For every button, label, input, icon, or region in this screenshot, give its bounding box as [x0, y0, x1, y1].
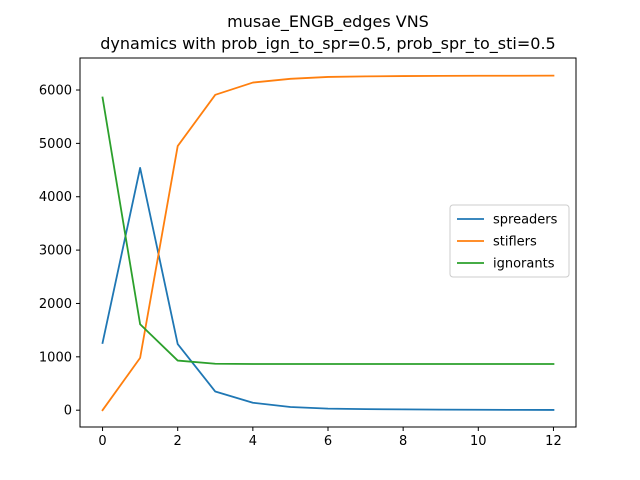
y-tick-label: 5000	[39, 137, 72, 152]
x-tick-label: 2	[174, 434, 182, 449]
x-tick-label: 8	[399, 434, 407, 449]
plot-area: 0 2 4 6 8 10 12 0 1000 2000 3000 4000 5000 6000	[39, 57, 577, 449]
x-tick-label: 4	[249, 434, 257, 449]
series-line-stiflers	[101, 74, 555, 412]
legend: spreaders stiflers ignorants	[449, 204, 570, 278]
x-tick-label: 10	[470, 434, 487, 449]
y-tick-label: 6000	[39, 84, 72, 99]
x-tick-label: 6	[324, 434, 332, 449]
chart-subtitle: dynamics with prob_ign_to_spr=0.5, prob_…	[100, 34, 555, 54]
x-tick-label: 0	[98, 434, 106, 449]
chart-title: musae_ENGB_edges VNS	[227, 12, 429, 32]
series-line-ignorants	[101, 96, 555, 365]
y-tick-label: 3000	[39, 244, 72, 259]
x-tick-label: 12	[545, 434, 562, 449]
y-tick-label: 2000	[39, 297, 72, 312]
legend-label-spreaders: spreaders	[493, 213, 558, 228]
series-line-spreaders	[101, 167, 555, 411]
y-tick-label: 4000	[39, 190, 72, 205]
y-tick-label: 0	[64, 404, 72, 419]
legend-label-stiflers: stiflers	[493, 235, 537, 250]
legend-label-ignorants: ignorants	[493, 257, 555, 272]
legend-box	[449, 204, 570, 278]
y-tick-label: 1000	[39, 350, 72, 365]
